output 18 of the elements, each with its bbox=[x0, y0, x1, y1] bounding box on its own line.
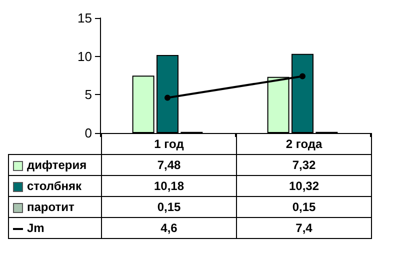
data-label: 0,15 bbox=[236, 196, 372, 218]
legend-label: дифтерия bbox=[8, 154, 102, 176]
data-label: 10,32 bbox=[236, 176, 372, 196]
data-label: 10,18 bbox=[102, 176, 236, 196]
y-tick-label: 15 bbox=[78, 10, 92, 26]
legend-label: паротит bbox=[8, 196, 102, 218]
y-tick-label: 0 bbox=[84, 126, 92, 140]
data-label: 4,6 bbox=[102, 218, 236, 238]
data-label: 0,15 bbox=[102, 196, 236, 218]
x-tick-label: 2 года bbox=[236, 134, 372, 154]
y-tick-label: 10 bbox=[78, 48, 92, 64]
data-label: 7,48 bbox=[102, 154, 236, 176]
legend-label: столбняк bbox=[8, 176, 102, 196]
legend-label: Jm bbox=[8, 218, 102, 238]
data-label: 7,32 bbox=[236, 154, 372, 176]
data-label: 7,4 bbox=[236, 218, 372, 238]
x-tick-label: 1 год bbox=[102, 134, 236, 154]
y-tick-label: 5 bbox=[84, 87, 92, 102]
